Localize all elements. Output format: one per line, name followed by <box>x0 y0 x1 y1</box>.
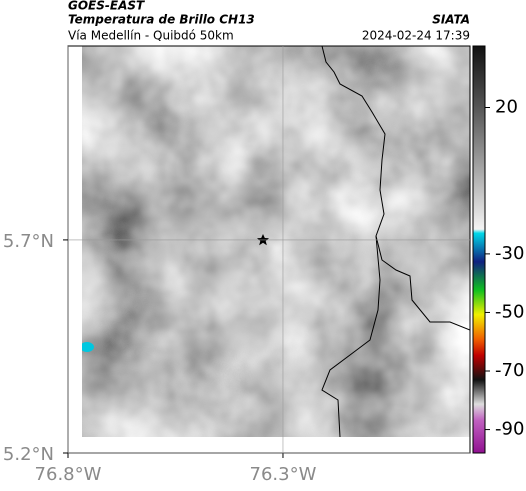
colorbar-label: 20 <box>495 96 518 117</box>
lon-label: 76.8°W <box>35 464 102 485</box>
cold-cloud <box>82 342 94 352</box>
location-marker <box>257 234 269 246</box>
colorbar-label: -70 <box>495 360 524 381</box>
region: Vía Medellín - Quibdó 50km <box>68 29 234 43</box>
colorbar-label: -90 <box>495 419 524 440</box>
source-title: GOES-EAST <box>68 0 145 13</box>
colorbar <box>472 45 486 454</box>
product-title: Temperatura de Brillo CH13 <box>68 13 255 27</box>
border <box>321 235 381 437</box>
lat-label: 5.2°N <box>3 444 54 465</box>
lon-label: 76.3°W <box>250 464 317 485</box>
datetime: 2024-02-24 17:39 <box>362 29 470 43</box>
border <box>321 46 470 331</box>
cloud-texture <box>82 46 470 437</box>
lat-label: 5.7°N <box>3 231 54 252</box>
satellite-image <box>82 46 470 437</box>
colorbar-label: -30 <box>495 243 524 264</box>
colorbar-label: -50 <box>495 301 524 322</box>
credit: SIATA <box>432 13 470 27</box>
